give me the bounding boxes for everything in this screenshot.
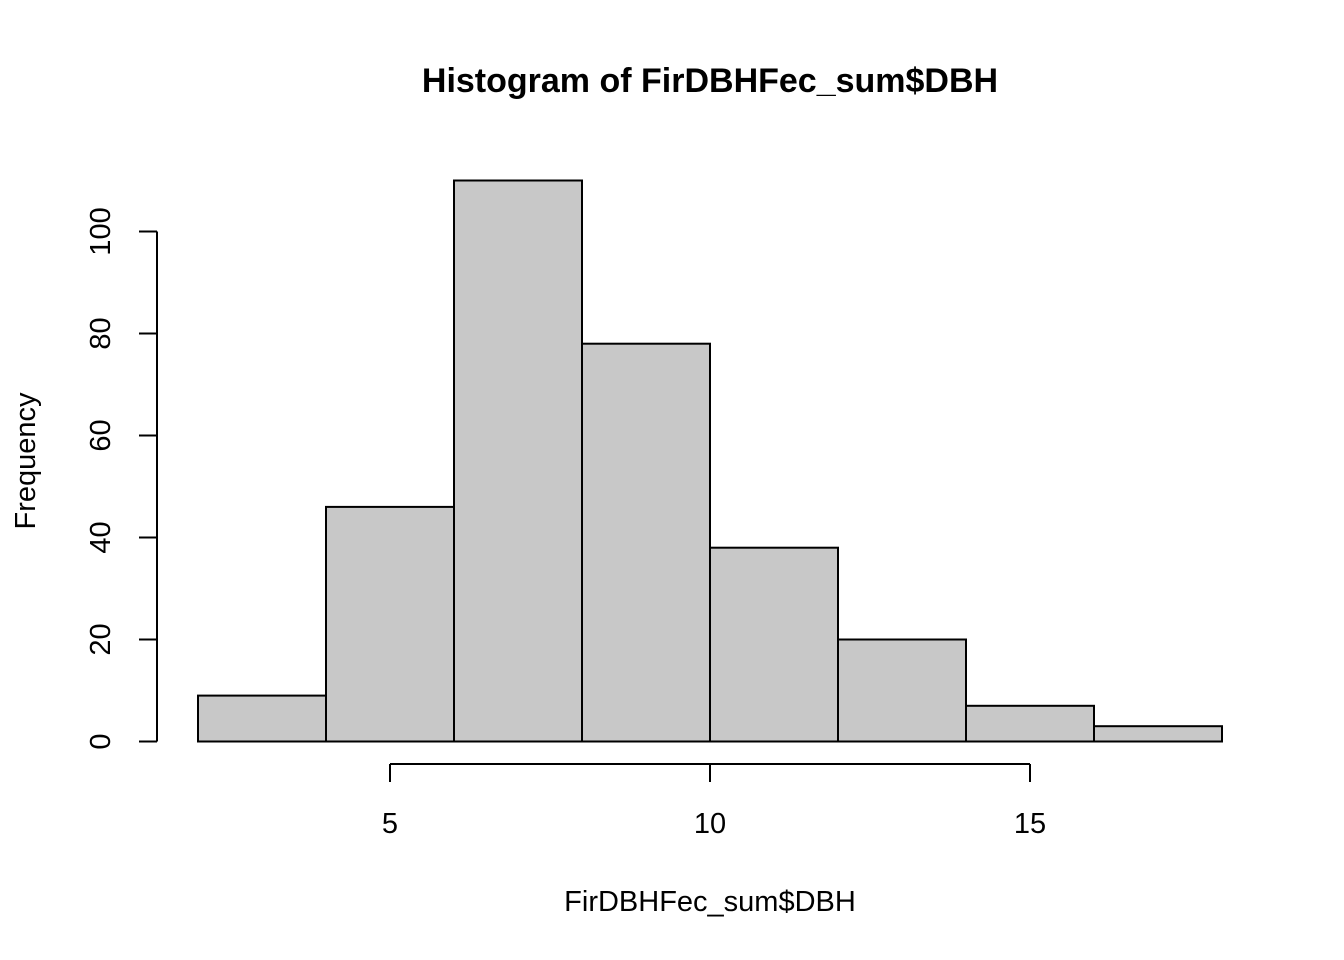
histogram-bar bbox=[965, 704, 1095, 743]
x-tick-label: 10 bbox=[694, 808, 726, 840]
bars-group bbox=[197, 179, 1223, 743]
y-tick-label: 0 bbox=[85, 733, 117, 749]
y-tick-label: 20 bbox=[85, 623, 117, 655]
x-tick-label: 5 bbox=[382, 808, 398, 840]
x-axis-label: FirDBHFec_sum$DBH bbox=[564, 886, 856, 918]
y-axis-label: Frequency bbox=[10, 392, 42, 530]
histogram-bar bbox=[197, 694, 327, 743]
x-tick-label: 15 bbox=[1014, 808, 1046, 840]
histogram-bar bbox=[837, 638, 967, 743]
histogram-bar bbox=[325, 505, 455, 743]
histogram-bar bbox=[1093, 725, 1223, 743]
y-tick-label: 40 bbox=[85, 521, 117, 553]
y-tick-label: 80 bbox=[85, 317, 117, 349]
x-axis: 5 10 15 bbox=[382, 763, 1046, 840]
chart-title: Histogram of FirDBHFec_sum$DBH bbox=[422, 62, 998, 100]
y-tick-label: 60 bbox=[85, 419, 117, 451]
histogram-bar bbox=[581, 342, 711, 743]
y-axis: 0 20 40 60 80 100 bbox=[85, 207, 158, 750]
histogram-bar bbox=[709, 546, 839, 743]
y-tick-label: 100 bbox=[85, 207, 117, 255]
histogram-bar bbox=[453, 179, 583, 743]
